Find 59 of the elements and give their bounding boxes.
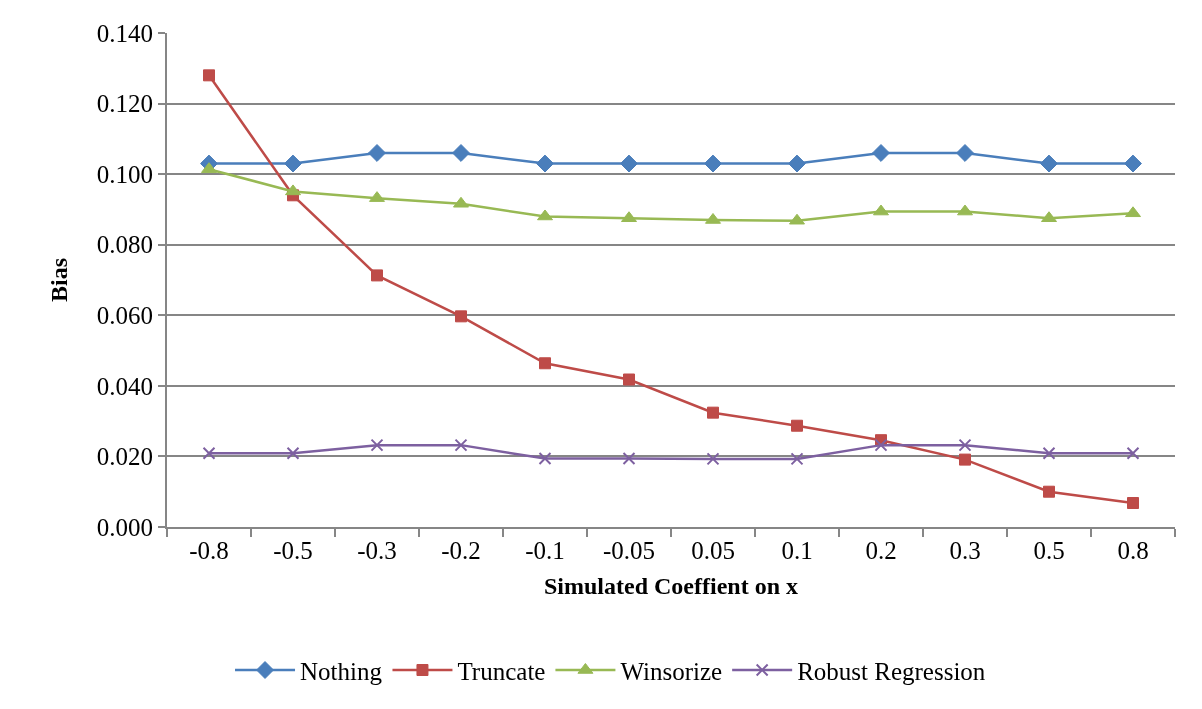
point xyxy=(1127,497,1139,510)
x-tick-label: 0.8 xyxy=(1117,537,1149,564)
x-tick-label: 0.2 xyxy=(865,537,897,564)
point xyxy=(788,154,806,173)
point xyxy=(1043,485,1055,498)
point xyxy=(623,373,635,386)
x-tick-label: -0.1 xyxy=(525,537,565,564)
x-tick-label: -0.05 xyxy=(602,537,656,564)
x-tick-label: 0.05 xyxy=(691,537,735,564)
point xyxy=(368,144,386,162)
point xyxy=(455,310,467,323)
point xyxy=(370,438,384,452)
point xyxy=(620,154,638,173)
point xyxy=(704,154,722,173)
legend-label: Nothing xyxy=(300,657,383,685)
point xyxy=(539,357,551,370)
point xyxy=(1126,446,1140,460)
point xyxy=(286,446,300,460)
x-tick-label: 0.1 xyxy=(781,537,813,564)
legend-label: Robust Regression xyxy=(797,657,986,685)
x-tick-label: -0.8 xyxy=(189,537,229,564)
point xyxy=(874,438,888,452)
x-tick-label: -0.3 xyxy=(357,537,397,564)
y-axis-title: Bias xyxy=(46,257,73,303)
x-tick-label: -0.5 xyxy=(273,537,313,564)
point xyxy=(203,69,215,82)
point xyxy=(454,438,468,452)
point xyxy=(791,419,803,432)
y-tick-label: 0.100 xyxy=(96,160,153,188)
point xyxy=(538,452,552,466)
point xyxy=(1124,154,1142,173)
point xyxy=(872,144,890,162)
y-tick-label: 0.040 xyxy=(96,372,153,400)
y-tick-label: 0.140 xyxy=(96,19,153,47)
y-tick-label: 0.000 xyxy=(96,513,153,541)
y-tick-label: 0.060 xyxy=(96,302,153,330)
point xyxy=(452,144,470,162)
point xyxy=(956,144,974,162)
x-axis-title: Simulated Coeffient on x xyxy=(544,572,798,599)
point xyxy=(371,269,383,282)
x-tick-label: 0.5 xyxy=(1033,537,1065,564)
point xyxy=(958,438,972,452)
point xyxy=(1042,446,1056,460)
legend-label: Truncate xyxy=(457,657,546,685)
legend-label: Winsorize xyxy=(620,657,723,685)
point xyxy=(202,446,216,460)
x-tick-label: -0.2 xyxy=(441,537,481,564)
point xyxy=(622,452,636,466)
point xyxy=(536,154,554,173)
y-tick-label: 0.120 xyxy=(96,90,153,118)
point xyxy=(790,452,804,466)
x-tick-label: 0.3 xyxy=(949,537,981,564)
y-tick-label: 0.080 xyxy=(96,231,153,259)
point xyxy=(706,452,720,466)
point xyxy=(959,453,971,466)
point xyxy=(707,406,719,419)
point xyxy=(1040,154,1058,173)
point xyxy=(284,154,302,173)
y-tick-label: 0.020 xyxy=(96,443,153,471)
